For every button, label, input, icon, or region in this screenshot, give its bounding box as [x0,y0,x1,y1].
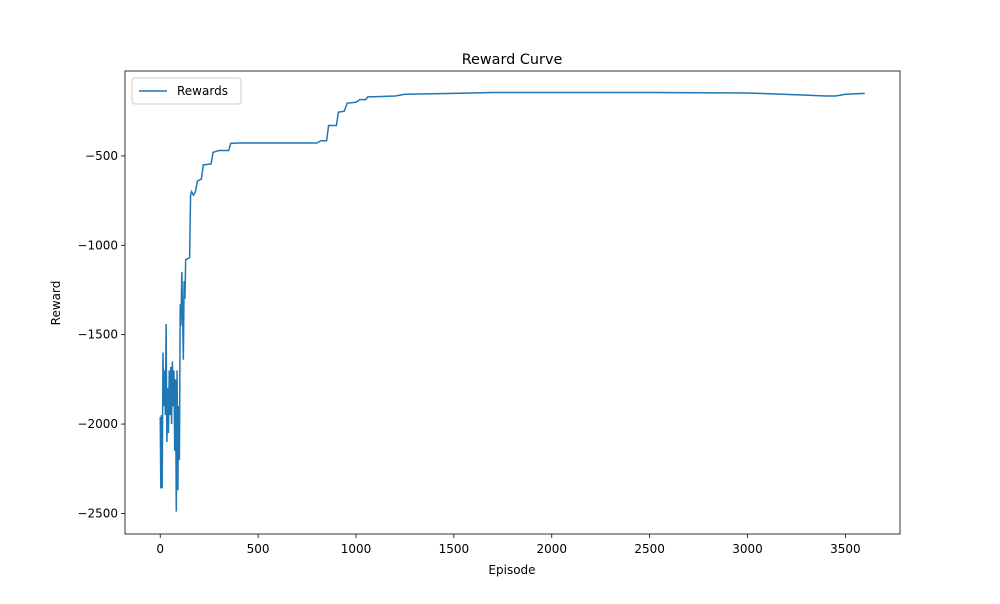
chart-title: Reward Curve [462,52,563,68]
x-axis-label: Episode [488,563,535,577]
x-tick-label: 2500 [634,542,665,556]
y-tick-label: −500 [85,149,118,163]
x-tick-label: 1000 [341,542,372,556]
y-axis-label: Reward [49,281,63,326]
x-tick-label: 3500 [830,542,861,556]
x-tick-label: 500 [247,542,270,556]
plot-frame [124,70,901,535]
x-tick-label: 1500 [439,542,470,556]
y-tick-label: −1000 [77,238,118,252]
legend-box [131,77,242,105]
y-tick-label: −2000 [77,417,118,431]
x-tick-label: 2000 [536,542,567,556]
legend-label: Rewards [177,84,228,98]
x-tick-label: 0 [156,542,164,556]
line-series [159,91,865,512]
x-tick-label: 3000 [732,542,763,556]
y-tick-label: −2500 [77,506,118,520]
y-tick-label: −1500 [77,328,118,342]
